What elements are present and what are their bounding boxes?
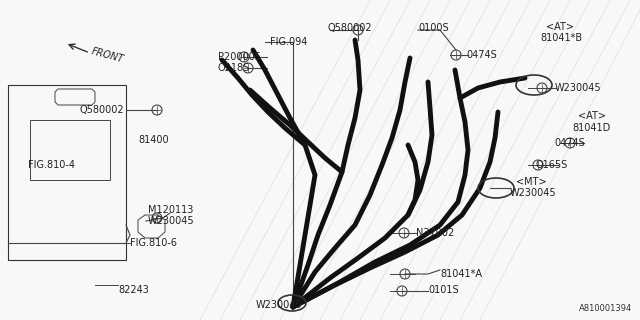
Text: Q580002: Q580002 (80, 105, 125, 115)
Text: P200005: P200005 (218, 52, 261, 62)
Text: FIG.810-6: FIG.810-6 (130, 238, 177, 248)
Text: A810001394: A810001394 (579, 304, 632, 313)
Text: FIG.094: FIG.094 (270, 37, 307, 47)
Text: FIG.810-4: FIG.810-4 (28, 160, 75, 170)
Bar (8, 85, 126, 260)
Text: <AT>: <AT> (578, 111, 606, 121)
Text: <MT>: <MT> (516, 177, 547, 187)
Text: 81400: 81400 (138, 135, 168, 145)
Text: W230045: W230045 (256, 300, 303, 310)
Text: W230045: W230045 (148, 216, 195, 226)
Text: W230045: W230045 (555, 83, 602, 93)
Text: <AT>: <AT> (546, 22, 574, 32)
Bar (30, 120, 110, 180)
Text: Q580002: Q580002 (328, 23, 372, 33)
Text: 0474S: 0474S (554, 138, 585, 148)
Text: 0100S: 0100S (418, 23, 449, 33)
Text: FRONT: FRONT (90, 46, 125, 64)
Text: 82243: 82243 (118, 285, 149, 295)
Text: N37002: N37002 (416, 228, 454, 238)
Text: 0474S: 0474S (466, 50, 497, 60)
Text: 81041D: 81041D (572, 123, 611, 133)
Text: O218S: O218S (218, 63, 250, 73)
Text: 81041*A: 81041*A (440, 269, 482, 279)
Text: W230045: W230045 (510, 188, 557, 198)
Text: O165S: O165S (536, 160, 568, 170)
Text: 0101S: 0101S (428, 285, 459, 295)
Text: 81041*B: 81041*B (540, 33, 582, 43)
Text: M120113: M120113 (148, 205, 193, 215)
